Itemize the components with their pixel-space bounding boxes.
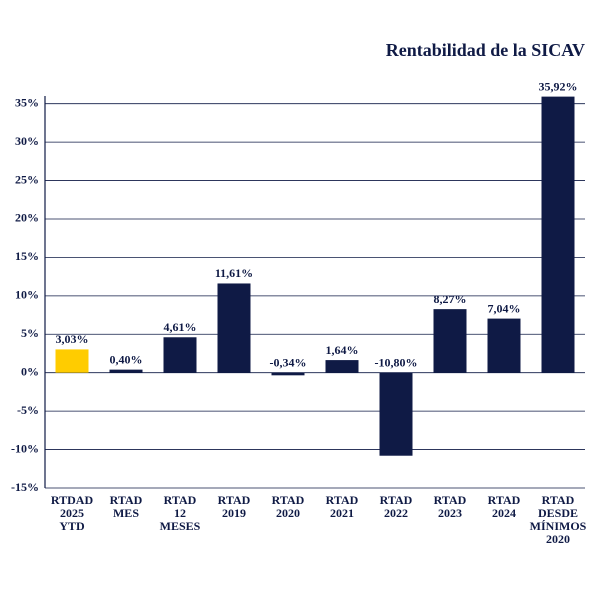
bar: [109, 369, 143, 373]
bar: [217, 283, 251, 373]
y-tick-label: -15%: [11, 480, 39, 494]
x-tick-line: MES: [113, 506, 139, 520]
x-tick-label: RTAD MES: [110, 493, 143, 520]
y-tick-label: 5%: [21, 326, 39, 340]
x-tick-label: RTAD 2022: [380, 493, 413, 520]
value-label: 3,03%: [56, 332, 89, 346]
x-tick-line: 2024: [492, 506, 516, 520]
value-label: 7,04%: [488, 301, 521, 315]
x-tick-label: RTAD 2023: [434, 493, 467, 520]
bar: [541, 96, 575, 373]
x-tick-line: RTAD: [488, 493, 521, 507]
x-tick-line: RTAD: [434, 493, 467, 507]
bar: [433, 309, 467, 373]
x-tick-line: RTAD: [542, 493, 575, 507]
x-tick-line: RTAD: [272, 493, 305, 507]
x-tick-line: RTAD: [380, 493, 413, 507]
x-tick-line: YTD: [59, 519, 85, 533]
x-tick-label: RTAD 2024: [488, 493, 521, 520]
x-tick-line: RTDAD: [51, 493, 94, 507]
y-tick-label: 0%: [21, 364, 39, 378]
x-tick-line: RTAD: [218, 493, 251, 507]
x-tick-line: 2019: [222, 506, 246, 520]
x-tick-label: RTAD 2019: [218, 493, 251, 520]
x-tick-line: 2020: [546, 532, 570, 546]
x-tick-label: RTDAD 2025 YTD: [51, 493, 94, 533]
x-tick-label: RTAD 2021: [326, 493, 359, 520]
value-label: 11,61%: [215, 266, 253, 280]
bar: [271, 372, 305, 376]
x-tick-line: 12: [174, 506, 186, 520]
x-tick-line: RTAD: [110, 493, 143, 507]
y-tick-label: 20%: [15, 211, 39, 225]
bar: [325, 360, 359, 373]
y-tick-label: 10%: [15, 288, 39, 302]
x-tick-line: MESES: [160, 519, 201, 533]
y-tick-label: -5%: [17, 403, 39, 417]
x-tick-line: 2022: [384, 506, 408, 520]
x-tick-line: RTAD: [326, 493, 359, 507]
x-tick-line: RTAD: [164, 493, 197, 507]
x-tick-line: 2023: [438, 506, 462, 520]
bar: [55, 349, 89, 373]
value-label: -10,80%: [375, 355, 418, 369]
x-tick-line: 2020: [276, 506, 300, 520]
x-tick-line: MÍNIMOS: [530, 519, 587, 533]
value-label: 8,27%: [434, 292, 467, 306]
value-label: 4,61%: [164, 320, 197, 334]
bar: [487, 318, 521, 373]
value-label: 1,64%: [326, 343, 359, 357]
x-tick-label: RTAD DESDE MÍNIMOS 2020: [530, 493, 587, 546]
y-tick-label: 30%: [15, 134, 39, 148]
x-tick-line: 2025: [60, 506, 84, 520]
y-tick-label: 35%: [15, 95, 39, 109]
value-label: -0,34%: [270, 355, 307, 369]
y-tick-label: -10%: [11, 441, 39, 455]
y-tick-label: 25%: [15, 172, 39, 186]
bar: [163, 337, 197, 373]
x-tick-line: 2021: [330, 506, 354, 520]
value-label: 0,40%: [110, 352, 143, 366]
bar: [379, 372, 413, 456]
y-tick-label: 15%: [15, 249, 39, 263]
x-tick-label: RTAD 12 MESES: [160, 493, 201, 533]
value-label: 35,92%: [539, 79, 578, 93]
x-tick-label: RTAD 2020: [272, 493, 305, 520]
x-tick-line: DESDE: [538, 506, 578, 520]
chart-title: Rentabilidad de la SICAV: [386, 40, 585, 60]
